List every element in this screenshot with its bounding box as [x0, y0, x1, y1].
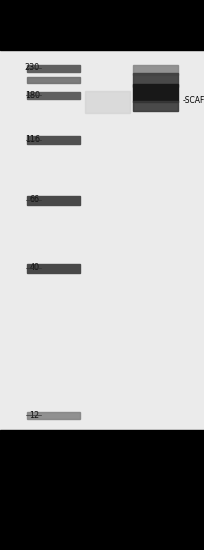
Text: 230: 230	[25, 63, 40, 73]
Bar	[27, 91, 80, 98]
Bar	[27, 411, 80, 419]
Bar	[133, 101, 178, 111]
Bar	[27, 195, 80, 205]
Bar	[27, 64, 80, 72]
Text: 180: 180	[25, 91, 40, 100]
Bar	[27, 263, 80, 272]
Bar	[27, 136, 80, 144]
Bar	[0, 0, 204, 50]
Bar	[133, 65, 178, 75]
Bar	[0, 50, 204, 430]
Bar	[133, 84, 178, 102]
Text: -SCAF8: -SCAF8	[183, 96, 204, 104]
Text: 116: 116	[25, 135, 40, 145]
Bar	[27, 77, 80, 83]
Bar	[85, 91, 130, 113]
Bar	[133, 73, 178, 87]
Bar	[0, 430, 204, 550]
Text: 66: 66	[30, 195, 40, 205]
Text: 40: 40	[30, 263, 40, 272]
Text: 12: 12	[30, 410, 40, 420]
